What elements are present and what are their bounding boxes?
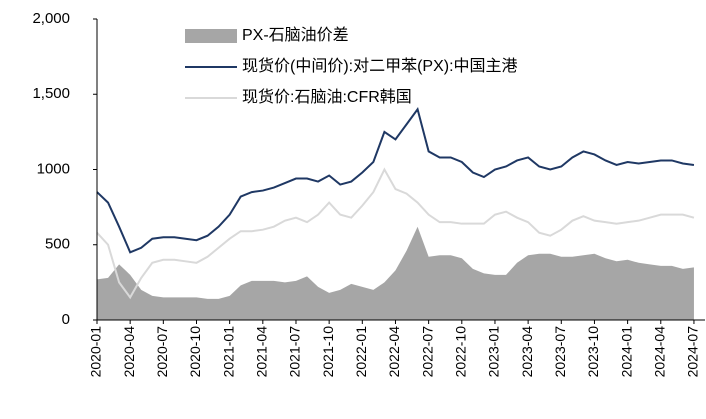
y-tick-label: 2,000	[32, 10, 70, 27]
x-tick-label: 2021-07	[287, 326, 303, 378]
line	[96, 107, 695, 254]
x-tick-label: 2021-01	[220, 326, 236, 378]
legend-label: 现货价(中间价):对二甲苯(PX):中国主港	[242, 57, 518, 75]
x-tick-label: 2020-04	[121, 326, 137, 378]
x-tick-label: 2023-01	[486, 326, 502, 378]
y-tick-label: 500	[45, 236, 70, 253]
x-tick-label: 2024-01	[618, 326, 634, 378]
area	[97, 226, 694, 320]
x-tick-label: 2024-04	[651, 326, 667, 378]
x-tick-label: 2022-07	[419, 326, 435, 378]
y-tick-label: 1000	[37, 160, 70, 177]
x-tick-label: 2021-04	[254, 326, 270, 378]
x-tick-label: 2024-07	[685, 326, 701, 378]
legend-swatch	[185, 29, 237, 43]
line	[96, 167, 695, 300]
y-tick-label: 1,500	[32, 85, 70, 102]
legend-label: PX-石脑油价差	[242, 26, 349, 44]
x-tick-label: 2023-10	[585, 326, 601, 378]
x-tick-label: 2020-10	[187, 326, 203, 378]
x-tick-label: 2020-01	[88, 326, 104, 378]
x-tick-label: 2021-10	[320, 326, 336, 378]
x-tick-label: 2023-04	[519, 326, 535, 378]
x-tick-label: 2022-01	[353, 326, 369, 378]
x-tick-label: 2022-04	[386, 326, 402, 378]
x-tick-label: 2022-10	[453, 326, 469, 378]
legend-label: 现货价:石脑油:CFR韩国	[242, 88, 412, 106]
x-tick-label: 2023-07	[552, 326, 568, 378]
x-tick-label: 2020-07	[154, 326, 170, 378]
y-tick-label: 0	[62, 311, 70, 328]
